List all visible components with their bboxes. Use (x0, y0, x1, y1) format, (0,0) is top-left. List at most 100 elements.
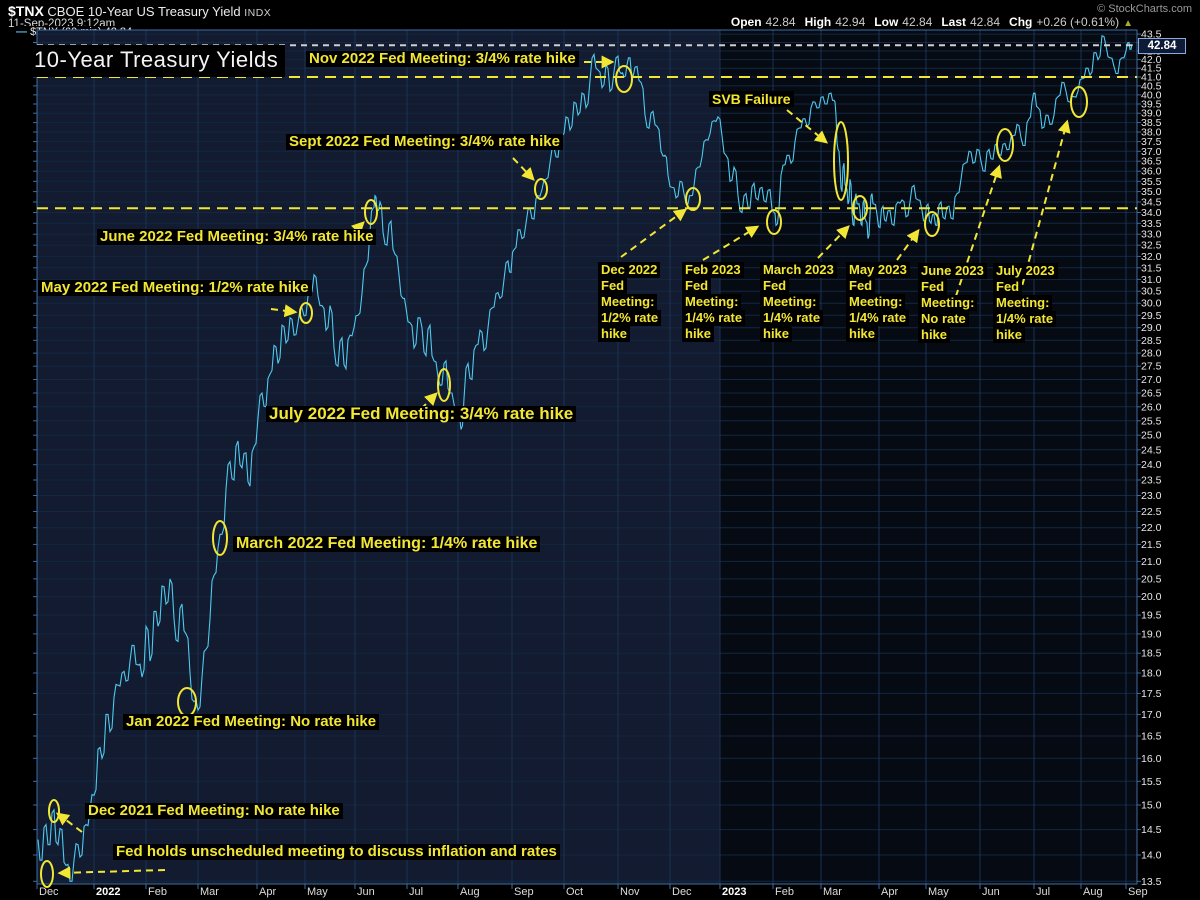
x-axis-label: Dec (672, 886, 692, 898)
y-axis-label: 37.5 (1141, 136, 1162, 148)
annotation-june-2022-fed-meeting: June 2022 Fed Meeting: 3/4% rate hike (97, 229, 377, 245)
y-axis-label: 25.5 (1141, 415, 1162, 427)
may-2022-fed-meeting-ellipse (299, 302, 313, 324)
y-axis-label: 18.5 (1141, 648, 1162, 660)
annotation-july-2023-fed-meeting-line: Fed (993, 279, 1023, 295)
annotation-may-2023-fed-meeting-line: 1/4% rate (846, 310, 910, 326)
symbol-line: $TNX CBOE 10-Year US Treasury Yield INDX (8, 3, 271, 19)
y-axis-label: 27.0 (1141, 374, 1162, 386)
y-axis-label: 14.5 (1141, 824, 1162, 836)
annotation-june-2023-fed-meeting: June 2023 Fed Meeting: No rate hike (918, 263, 987, 343)
y-axis-label: 38.0 (1141, 127, 1162, 139)
y-axis-label: 40.5 (1141, 80, 1162, 92)
annotation-feb-2023-fed-meeting-line: hike (682, 326, 715, 342)
annotation-jan-2022-fed-meeting: Jan 2022 Fed Meeting: No rate hike (123, 714, 380, 730)
x-axis-label: Jul (409, 886, 423, 898)
y-axis-label: 22.5 (1141, 506, 1162, 518)
x-axis-label: Aug (1083, 886, 1103, 898)
nov-2022-fed-meeting-ellipse (615, 65, 633, 93)
annotation-june-2022-fed-meeting-line: June 2022 Fed Meeting: 3/4% rate hike (97, 229, 377, 245)
annotation-march-2023-fed-meeting-line: Fed (760, 278, 790, 294)
annotation-nov-2022-fed-meeting: Nov 2022 Fed Meeting: 3/4% rate hike (306, 51, 579, 67)
svb-failure-arrow (786, 109, 829, 144)
annotation-sept-2022-fed-meeting-line: Sept 2022 Fed Meeting: 3/4% rate hike (286, 134, 563, 150)
x-axis-label: Sep (1128, 886, 1148, 898)
copyright-notice: © StockCharts.com (1097, 3, 1192, 15)
quote-summary: Open 42.84 High 42.94 Low 42.84 Last 42.84 Chg +0… (722, 15, 1133, 29)
dec-2021-fed-meeting-arrow (55, 812, 83, 833)
plot-frame (36, 29, 1138, 885)
unscheduled-meeting-arrow (57, 866, 166, 880)
june-2023-fed-meeting-arrow (951, 164, 1002, 309)
annotation-june-2023-fed-meeting-line: hike (918, 327, 951, 343)
x-axis-label: 2022 (96, 886, 120, 898)
x-axis-label: Apr (881, 886, 898, 898)
y-axis-label: 26.0 (1141, 401, 1162, 413)
annotation-june-2023-fed-meeting-line: No rate (918, 311, 969, 327)
x-axis-label: 2023 (722, 886, 746, 898)
annotation-july-2023-fed-meeting: July 2023 Fed Meeting: 1/4% rate hike (993, 263, 1058, 343)
x-axis-label: Feb (148, 886, 167, 898)
y-axis-label: 41.5 (1141, 63, 1162, 75)
y-axis-label: 34.5 (1141, 197, 1162, 209)
dec-2022-fed-meeting-arrow (620, 208, 688, 258)
quote-value: 42.94 (835, 15, 866, 29)
annotation-march-2022-fed-meeting: March 2022 Fed Meeting: 1/4% rate hike (233, 536, 541, 552)
y-axis-label: 32.0 (1141, 251, 1162, 263)
annotation-feb-2023-fed-meeting: Feb 2023 Fed Meeting: 1/4% rate hike (682, 262, 746, 342)
annotation-unscheduled-meeting-line: Fed holds unscheduled meeting to discuss… (113, 844, 560, 860)
y-axis-label: 16.5 (1141, 731, 1162, 743)
annotation-dec-2022-fed-meeting-line: 1/2% rate (598, 310, 662, 326)
x-axis-label: Aug (460, 886, 480, 898)
annotation-svb-failure: SVB Failure (709, 91, 794, 107)
annotation-may-2022-fed-meeting-line: May 2022 Fed Meeting: 1/2% rate hike (38, 280, 312, 296)
y-axis-label: 33.5 (1141, 218, 1162, 230)
y-axis-label: 35.5 (1141, 176, 1162, 188)
y-axis-label: 34.0 (1141, 207, 1162, 219)
y-axis-label: 43.5 (1141, 29, 1162, 41)
y-axis-label: 20.0 (1141, 591, 1162, 603)
march-2022-fed-meeting-ellipse (212, 520, 228, 556)
annotation-jan-2022-fed-meeting-line: Jan 2022 Fed Meeting: No rate hike (123, 714, 380, 730)
may-2022-fed-meeting-arrow (270, 304, 298, 318)
x-axis-label: May (307, 886, 328, 898)
annotation-march-2023-fed-meeting-line: hike (760, 326, 793, 342)
annotation-may-2022-fed-meeting: May 2022 Fed Meeting: 1/2% rate hike (38, 280, 312, 296)
y-axis-label: 35.0 (1141, 186, 1162, 198)
y-axis-label: 25.0 (1141, 430, 1162, 442)
annotation-dec-2021-fed-meeting-line: Dec 2021 Fed Meeting: No rate hike (85, 803, 343, 819)
symbol: $TNX (8, 3, 44, 19)
y-axis-label: 42.0 (1141, 54, 1162, 66)
y-axis-label: 41.0 (1141, 72, 1162, 84)
annotation-dec-2022-fed-meeting-line: Fed (598, 278, 628, 294)
y-axis-label: 28.5 (1141, 335, 1162, 347)
annotation-feb-2023-fed-meeting-line: Fed (682, 278, 712, 294)
symbol-name: CBOE 10-Year US Treasury Yield (47, 4, 241, 19)
x-axis-label: May (928, 886, 949, 898)
y-axis-label: 37.0 (1141, 146, 1162, 158)
annotation-dec-2022-fed-meeting-line: Dec 2022 (598, 262, 661, 278)
y-axis-label: 30.5 (1141, 286, 1162, 298)
annotation-may-2023-fed-meeting-line: May 2023 (846, 262, 910, 278)
annotation-may-2023-fed-meeting-line: hike (846, 326, 879, 342)
y-axis-label: 14.0 (1141, 850, 1162, 862)
y-axis-label: 36.5 (1141, 156, 1162, 168)
y-axis-label: 17.5 (1141, 688, 1162, 700)
y-axis-label: 20.5 (1141, 573, 1162, 585)
x-axis-label: Sep (514, 886, 534, 898)
y-axis-label: 15.0 (1141, 800, 1162, 812)
y-axis-label: 39.5 (1141, 99, 1162, 111)
june-2022-fed-meeting-ellipse (364, 199, 378, 225)
annotation-june-2023-fed-meeting-line: Meeting: (918, 295, 978, 311)
june-2023-fed-meeting-ellipse (996, 128, 1014, 162)
quote-label: Last (941, 15, 966, 29)
y-axis-label: 33.0 (1141, 229, 1162, 241)
dec-2021-fed-meeting-ellipse (48, 799, 60, 823)
year-band (720, 30, 1137, 884)
annotation-july-2022-fed-meeting: July 2022 Fed Meeting: 3/4% rate hike (266, 405, 577, 422)
annotation-dec-2022-fed-meeting-line: hike (598, 326, 631, 342)
annotation-july-2023-fed-meeting-line: hike (993, 327, 1026, 343)
annotation-july-2023-fed-meeting-line: Meeting: (993, 295, 1053, 311)
x-axis-label: Oct (566, 886, 583, 898)
